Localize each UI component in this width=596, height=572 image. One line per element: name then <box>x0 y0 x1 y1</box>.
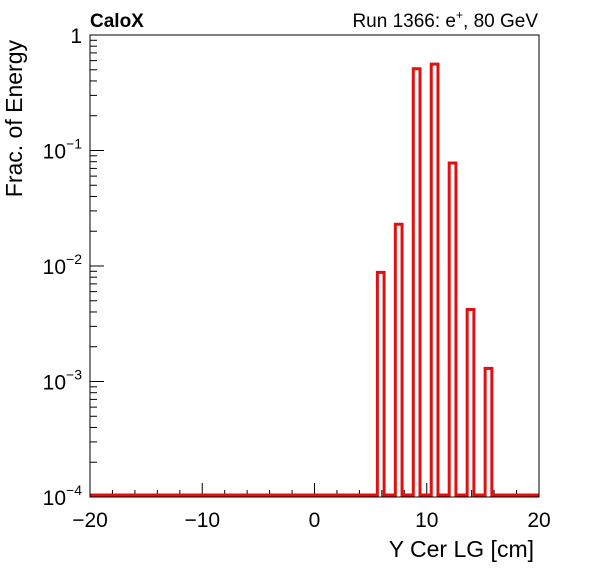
run-number: Run 1366 <box>352 11 434 32</box>
y-tick-label: 10−2 <box>43 251 83 279</box>
y-tick-exponent: −3 <box>66 367 82 383</box>
particle-base: e <box>445 11 456 32</box>
y-tick-exponent: −4 <box>66 482 82 498</box>
histogram-bars <box>90 62 539 497</box>
x-axis-label: Y Cer LG [cm] <box>389 536 534 562</box>
y-tick-label: 10−4 <box>43 482 83 510</box>
y-tick-exponent: −2 <box>66 251 82 267</box>
x-tick-label: −10 <box>184 509 220 532</box>
histogram-outline <box>90 62 539 497</box>
y-tick-base: 10 <box>43 487 66 510</box>
y-tick-label: 1 <box>70 25 82 48</box>
beam-energy: 80 GeV <box>474 11 539 32</box>
x-tick-label: 20 <box>527 509 550 532</box>
y-tick-label: 10−1 <box>43 136 83 164</box>
y-tick-base: 1 <box>70 25 82 48</box>
calox-label: CaloX <box>90 11 144 32</box>
run-info: Run 1366: e+, 80 GeV <box>352 8 538 32</box>
y-tick-base: 10 <box>43 372 66 395</box>
x-tick-label: −20 <box>72 509 108 532</box>
x-tick-label: 0 <box>309 509 321 532</box>
plot-frame <box>89 34 540 498</box>
y-tick-label: 10−3 <box>43 367 83 395</box>
particle-charge: + <box>456 8 463 22</box>
y-tick-base: 10 <box>43 141 66 164</box>
y-axis-label: Frac. of Energy <box>1 40 27 198</box>
y-tick-base: 10 <box>43 256 66 279</box>
y-tick-exponent: −1 <box>66 136 82 152</box>
x-tick-label: 10 <box>415 509 438 532</box>
